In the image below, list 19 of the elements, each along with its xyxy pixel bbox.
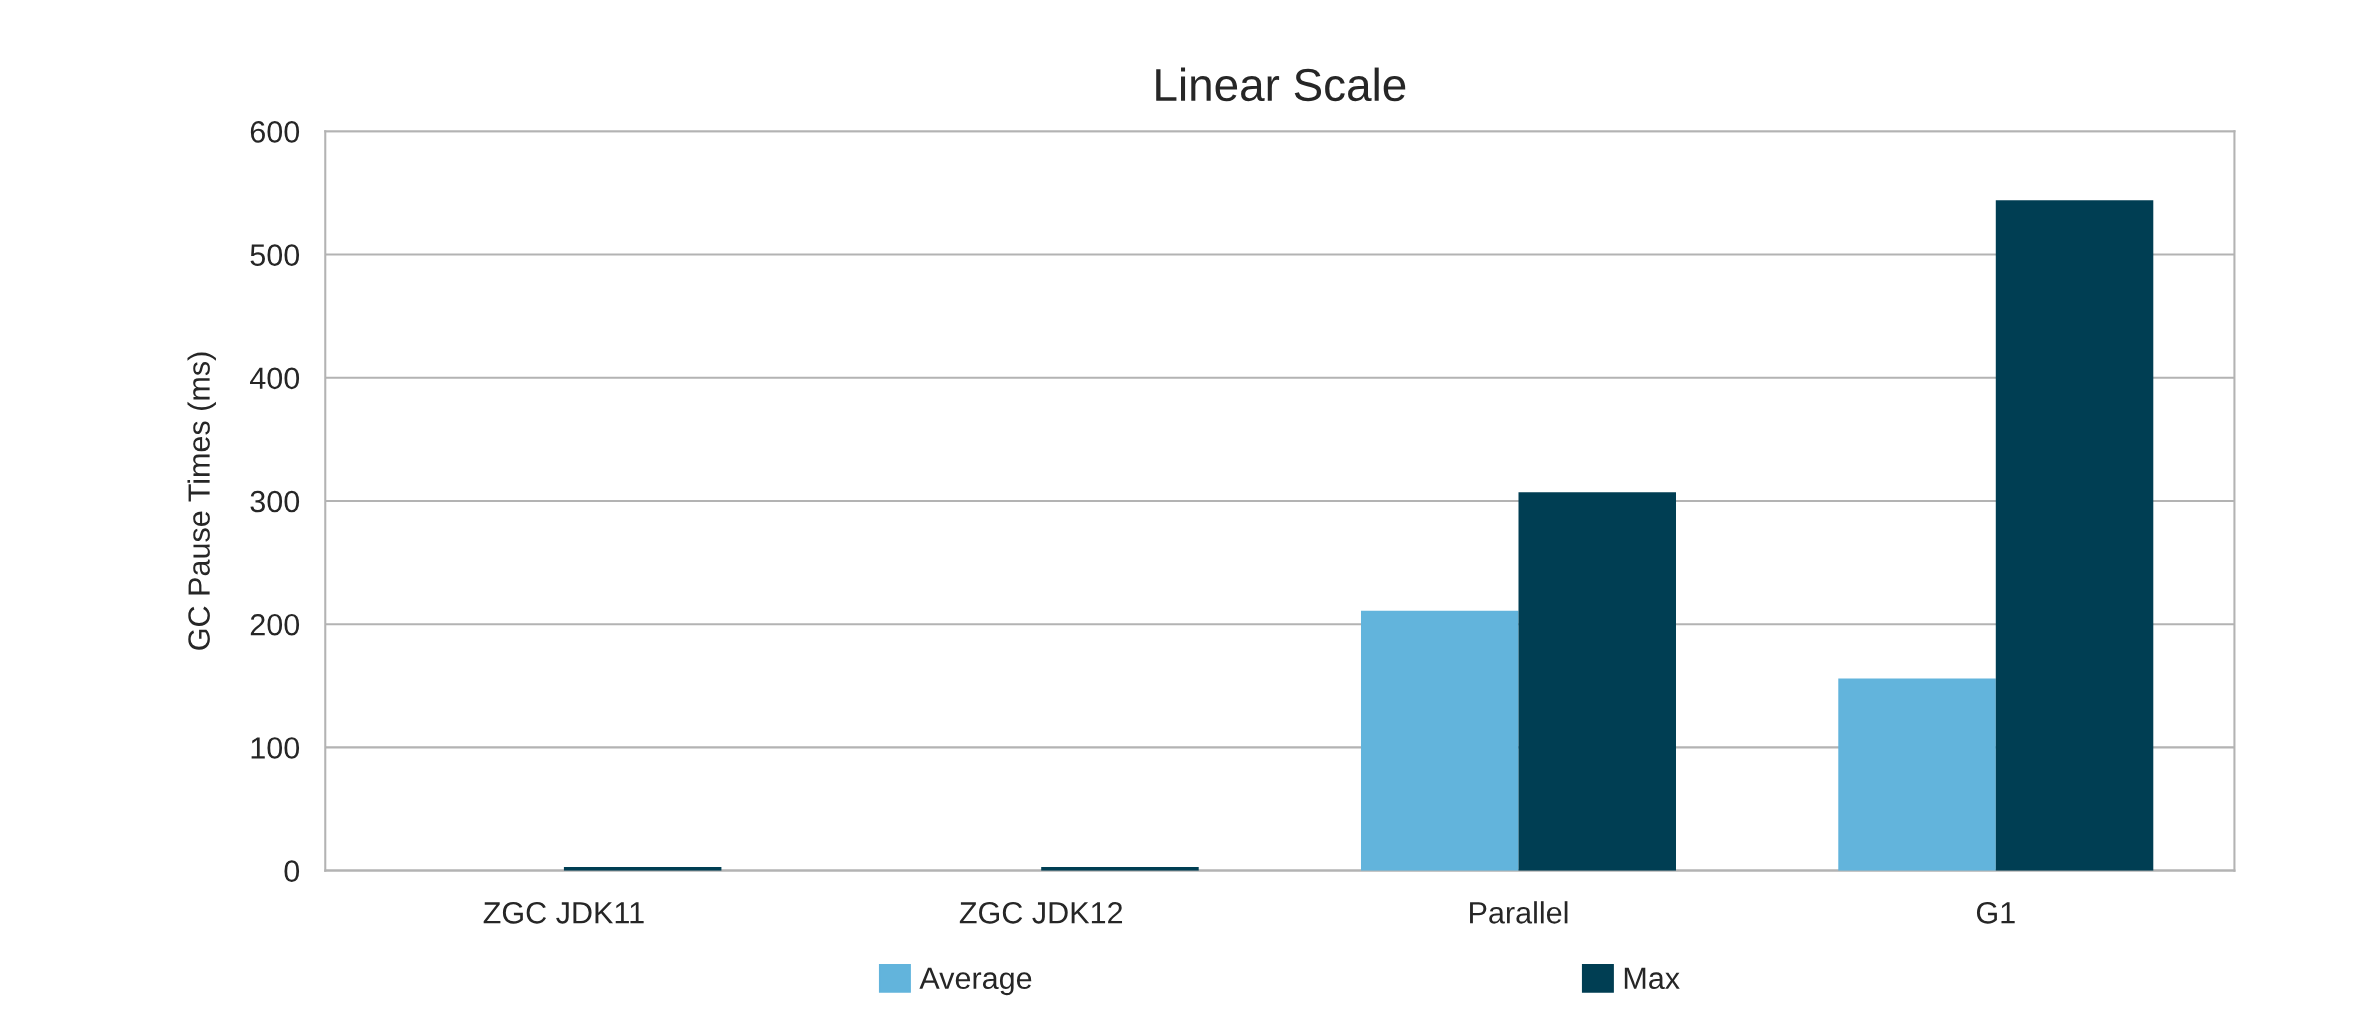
x-tick-label: ZGC JDK12 — [959, 901, 1123, 924]
bar — [1518, 492, 1676, 871]
bar — [1360, 610, 1519, 871]
y-tick-label: 200 — [250, 613, 300, 636]
chart-title: Linear Scale — [1156, 67, 1406, 102]
x-tick-label: G1 — [1976, 901, 2015, 924]
y-tick-label: 400 — [249, 367, 300, 390]
legend-label: Max — [1624, 967, 1680, 990]
y-tick-label: 0 — [284, 860, 300, 882]
x-tick-label: ZGC JDK11 — [483, 901, 644, 924]
bar — [1838, 678, 1996, 871]
legend-label: Average — [919, 967, 1032, 996]
bar — [1995, 200, 2154, 871]
y-tick-label: 100 — [251, 737, 300, 759]
y-tick-label: 300 — [250, 490, 300, 513]
y-tick-label: 600 — [250, 121, 300, 143]
y-axis-title: GC Pause Times (ms) — [187, 352, 216, 650]
y-tick-label: 500 — [250, 244, 300, 266]
x-tick-label: Parallel — [1470, 901, 1568, 924]
